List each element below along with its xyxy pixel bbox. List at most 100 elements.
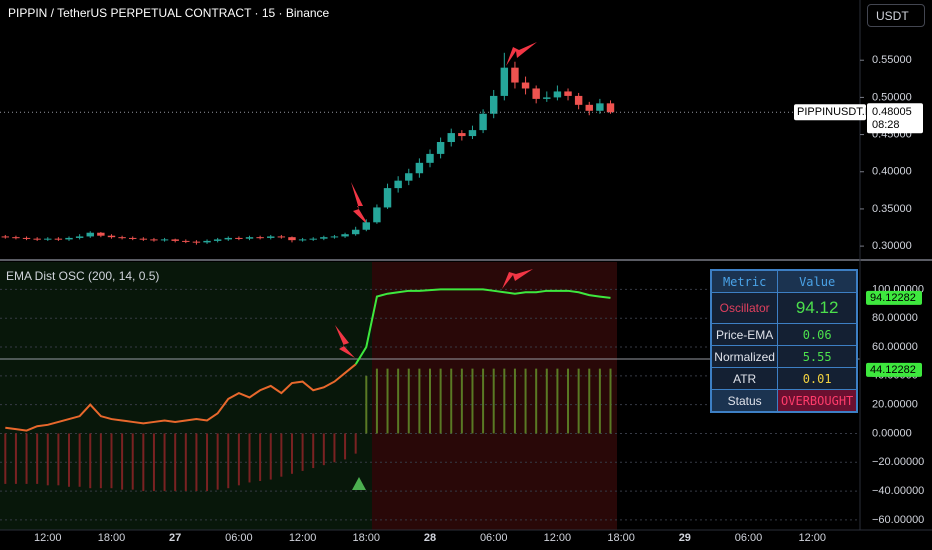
candle-body: [415, 162, 424, 174]
histogram-bar: [227, 433, 230, 489]
value-label-box: [866, 290, 922, 305]
y-tick-label: −40.00000: [872, 485, 924, 497]
y-tick-label: 80.00000: [872, 312, 918, 324]
table-cell: Price-EMA: [710, 323, 779, 346]
arrow: [351, 182, 369, 226]
histogram-bar: [142, 433, 145, 492]
candle-body: [235, 237, 243, 239]
histogram-bar: [216, 433, 219, 490]
candle-body: [86, 232, 94, 237]
x-tick-label: 06:00: [735, 532, 763, 544]
currency-button[interactable]: USDT: [867, 4, 925, 27]
candle-body: [532, 88, 540, 99]
histogram-bar: [471, 368, 474, 434]
candle-body: [521, 82, 530, 89]
y-tick-label: −20.00000: [872, 456, 924, 468]
histogram-bar: [492, 368, 495, 434]
candle-body: [118, 237, 126, 239]
y-tick-label: 60.00000: [872, 341, 918, 353]
candle-body: [606, 103, 615, 113]
signal-triangle: [352, 477, 366, 490]
table-cell: ATR: [710, 367, 779, 390]
candle-body: [54, 238, 63, 240]
candle-body: [362, 222, 371, 230]
candle-body: [394, 180, 402, 189]
y-tick-label: 0.30000: [872, 240, 912, 252]
candle-body: [22, 237, 31, 239]
histogram-bar: [375, 368, 378, 434]
x-tick-label: 18:00: [607, 532, 635, 544]
histogram-bar: [4, 433, 7, 484]
symbol-tag-box: [794, 104, 866, 121]
histogram-bar: [482, 368, 485, 434]
histogram-bar: [556, 368, 559, 434]
histogram-bar: [535, 368, 538, 434]
histogram-bar: [57, 433, 60, 486]
histogram-bar: [333, 433, 336, 463]
price-label: 0.48005: [872, 106, 912, 118]
candle-body: [160, 239, 169, 241]
candle-body: [500, 67, 509, 96]
histogram-bar: [36, 433, 39, 484]
candle-body: [203, 240, 211, 243]
candle-body: [585, 104, 593, 111]
candle-body: [75, 236, 84, 238]
candle-body: [224, 237, 232, 240]
candle-body: [458, 133, 466, 137]
candle-body: [309, 238, 317, 240]
histogram-bar: [588, 368, 591, 434]
histogram-bar: [78, 433, 81, 487]
x-tick-label: 12:00: [289, 532, 317, 544]
candle-body: [405, 173, 413, 181]
x-tick-label: 29: [679, 532, 691, 544]
y-tick-label: 0.40000: [872, 166, 912, 178]
histogram-bar: [365, 375, 368, 434]
histogram-bar: [460, 368, 463, 434]
histogram-bar: [290, 433, 293, 474]
table-cell: 0.01: [777, 367, 858, 390]
histogram-bar: [354, 433, 357, 454]
table-header: Value: [777, 269, 858, 293]
histogram-bar: [174, 433, 177, 492]
candle-body: [426, 153, 434, 163]
candle-body: [182, 240, 190, 242]
histogram-bar: [89, 433, 92, 489]
candle-body: [564, 91, 572, 96]
x-tick-label: 18:00: [353, 532, 381, 544]
candle-body: [44, 238, 52, 240]
histogram-bar: [545, 368, 548, 434]
histogram-bar: [163, 433, 166, 492]
table-cell: Status: [710, 389, 779, 413]
x-tick-label: 06:00: [480, 532, 508, 544]
candle-body: [468, 130, 477, 137]
metrics-table: Metric Value Oscillator 94.12 Price-EMA 0.0…: [710, 269, 858, 413]
histogram-bar: [259, 433, 262, 482]
table-cell: OVERBOUGHT: [777, 389, 858, 413]
candle-body: [596, 103, 604, 111]
symbol-tag: PIPPINUSDT.P: [797, 106, 872, 118]
value-label: 94.12282: [870, 292, 916, 304]
candle-body: [192, 241, 201, 243]
histogram-bar: [14, 433, 17, 484]
histogram-bar: [524, 368, 527, 434]
histogram-bar: [184, 433, 187, 492]
candle-body: [267, 236, 275, 238]
x-tick-label: 28: [424, 532, 436, 544]
histogram-bar: [322, 433, 325, 466]
histogram-bar: [131, 433, 134, 490]
histogram-bar: [25, 433, 28, 484]
y-tick-label: 0.00000: [872, 427, 912, 439]
histogram-bar: [110, 433, 113, 489]
value-label-box: [866, 362, 922, 377]
candle-body: [436, 142, 445, 154]
histogram-bar: [429, 368, 431, 434]
chart-title: PIPPIN / TetherUS PERPETUAL CONTRACT · 1…: [8, 6, 330, 20]
candle-body: [489, 95, 498, 114]
histogram-bar: [439, 368, 442, 434]
candle-body: [383, 188, 392, 208]
table-header: Metric: [710, 269, 779, 293]
y-tick-label: 0.50000: [872, 91, 912, 103]
candle-body: [139, 238, 148, 240]
